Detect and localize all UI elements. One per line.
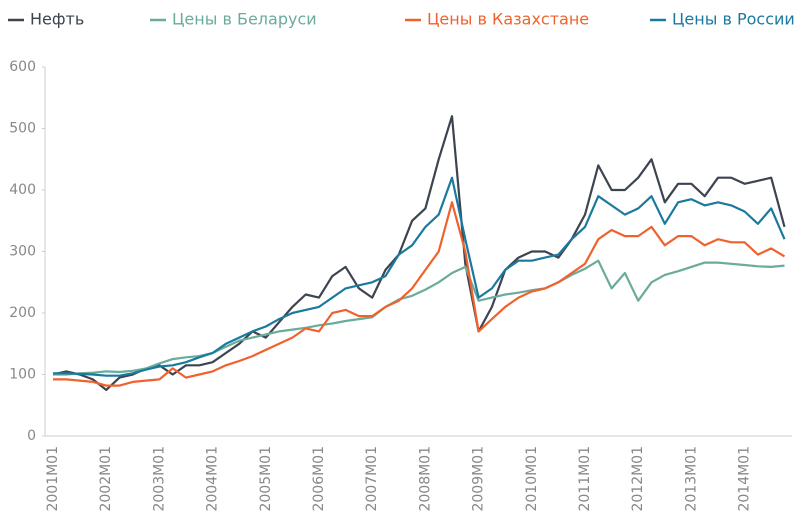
series-line	[53, 176, 786, 377]
legend-label: Цены в Беларуси	[172, 10, 317, 29]
x-tick-label: 2008M01	[417, 446, 433, 512]
x-tick-label: 2014M01	[737, 446, 753, 512]
y-tick-label: 500	[9, 121, 36, 137]
y-tick-label: 300	[9, 244, 36, 260]
x-tick-label: 2011M01	[577, 446, 593, 512]
x-tick-label: 2007M01	[364, 446, 380, 512]
y-tick-label: 400	[9, 182, 36, 198]
x-tick-label: 2003M01	[151, 446, 167, 512]
legend-label: Нефть	[30, 10, 84, 29]
series-line	[53, 259, 785, 376]
legend-label: Цены в России	[672, 10, 795, 29]
x-tick-label: 2010M01	[524, 446, 540, 512]
x-tick-label: 2012M01	[630, 446, 646, 512]
y-tick-label: 200	[9, 305, 36, 321]
x-tick-label: 2009M01	[471, 446, 487, 512]
x-tick-label: 2006M01	[311, 446, 327, 512]
x-tick-label: 2001M01	[45, 446, 61, 512]
y-tick-label: 100	[9, 367, 36, 383]
y-tick-label: 600	[9, 59, 36, 75]
y-tick-label: 0	[27, 428, 36, 444]
x-tick-label: 2013M01	[683, 446, 699, 512]
series-line	[52, 115, 786, 391]
x-tick-label: 2002M01	[98, 446, 114, 512]
legend-label: Цены в Казахстане	[427, 10, 589, 29]
x-tick-label: 2004M01	[205, 446, 221, 512]
x-tick-label: 2005M01	[258, 446, 274, 512]
series-line	[53, 201, 786, 387]
